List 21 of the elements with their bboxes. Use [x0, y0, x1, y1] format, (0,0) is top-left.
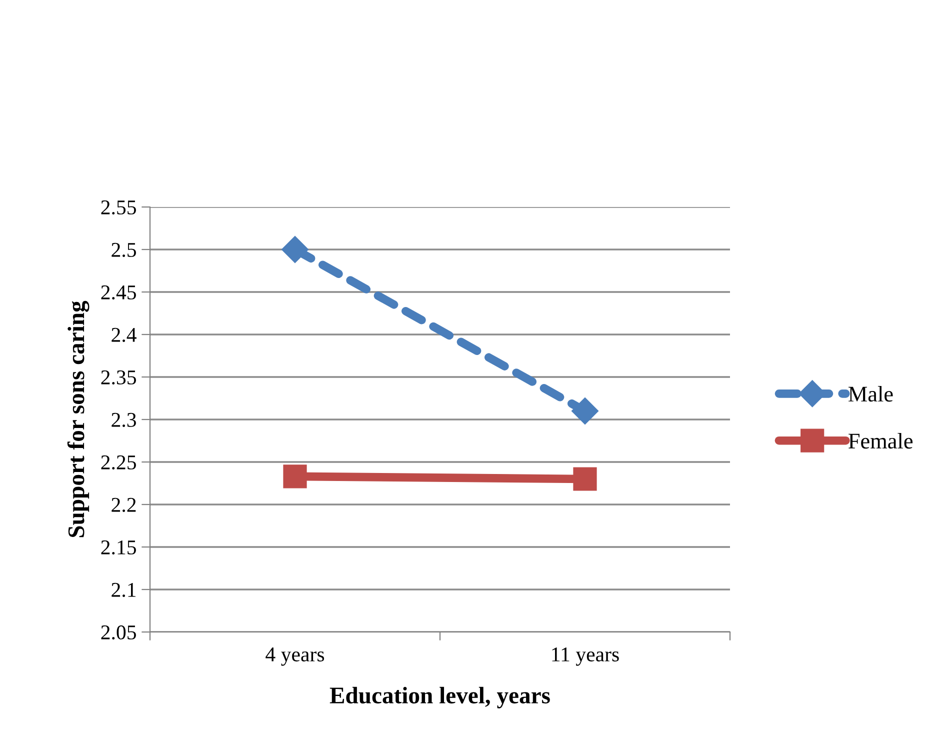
y-tick-label: 2.55 — [101, 200, 136, 215]
y-tick-label: 2.2 — [112, 498, 136, 512]
point — [283, 464, 307, 488]
y-tick-label: 2.05 — [101, 625, 136, 640]
legend-label: Female — [848, 432, 913, 449]
y-tick-label: 2.25 — [101, 455, 136, 470]
y-tick-label: 2.1 — [112, 582, 136, 598]
y-tick-label: 2.35 — [101, 370, 136, 385]
x-tick-label: 4 years — [266, 648, 324, 666]
y-tick-label: 2.45 — [101, 285, 136, 300]
y-tick-label: 2.5 — [112, 242, 136, 258]
y-tick-label: 2.4 — [112, 328, 136, 342]
point — [282, 236, 308, 263]
y-axis-title: Support for sons caring — [67, 300, 90, 538]
point — [572, 398, 598, 424]
y-tick-label: 2.3 — [112, 412, 136, 428]
y-tick-label: 2.15 — [101, 540, 136, 555]
x-axis-title: Education level, years — [330, 686, 550, 708]
x-tick-label: 11 years — [552, 648, 619, 666]
point — [573, 467, 597, 491]
legend-label: Male — [848, 386, 893, 402]
